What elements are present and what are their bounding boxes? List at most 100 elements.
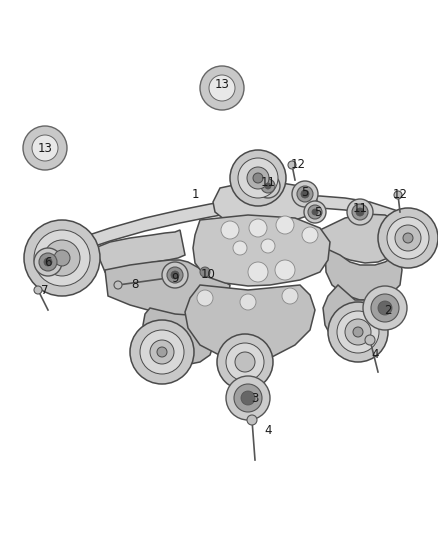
Circle shape [345, 319, 371, 345]
Polygon shape [105, 260, 230, 315]
Circle shape [292, 181, 318, 207]
Circle shape [261, 179, 275, 193]
Circle shape [34, 248, 62, 276]
Circle shape [304, 201, 326, 223]
Text: 12: 12 [290, 158, 305, 172]
Circle shape [337, 311, 379, 353]
Text: 3: 3 [251, 392, 259, 405]
Text: 2: 2 [384, 303, 392, 317]
Text: 6: 6 [44, 255, 52, 269]
Circle shape [297, 186, 313, 202]
Circle shape [24, 220, 100, 296]
Text: 5: 5 [314, 206, 321, 219]
Circle shape [200, 267, 210, 277]
Polygon shape [55, 200, 248, 263]
Text: 4: 4 [371, 349, 379, 361]
Circle shape [261, 239, 275, 253]
Text: 11: 11 [261, 176, 276, 190]
Polygon shape [248, 196, 415, 232]
Circle shape [353, 327, 363, 337]
Circle shape [275, 260, 295, 280]
Circle shape [226, 376, 270, 420]
Circle shape [387, 217, 429, 259]
Circle shape [217, 334, 273, 390]
Circle shape [234, 384, 262, 412]
Circle shape [171, 271, 179, 279]
Circle shape [238, 158, 278, 198]
Circle shape [157, 347, 167, 357]
Text: 7: 7 [41, 284, 49, 296]
Circle shape [34, 286, 42, 294]
Circle shape [403, 233, 413, 243]
Circle shape [394, 191, 402, 199]
Circle shape [200, 66, 244, 110]
Circle shape [301, 190, 309, 198]
Circle shape [249, 219, 267, 237]
Circle shape [265, 183, 271, 189]
Circle shape [347, 199, 373, 225]
Circle shape [39, 253, 57, 271]
Circle shape [140, 330, 184, 374]
Text: 13: 13 [38, 141, 53, 155]
Polygon shape [55, 238, 80, 280]
Circle shape [235, 352, 255, 372]
Circle shape [221, 221, 239, 239]
Polygon shape [396, 218, 418, 258]
Circle shape [34, 230, 90, 286]
Circle shape [253, 173, 263, 183]
Polygon shape [213, 182, 318, 224]
Circle shape [240, 294, 256, 310]
Circle shape [197, 290, 213, 306]
Circle shape [54, 250, 70, 266]
Circle shape [378, 301, 392, 315]
Text: 9: 9 [171, 271, 179, 285]
Text: 13: 13 [215, 78, 230, 92]
Circle shape [230, 150, 286, 206]
Polygon shape [323, 285, 390, 348]
Polygon shape [325, 248, 402, 300]
Circle shape [356, 208, 364, 216]
Circle shape [44, 240, 80, 276]
Circle shape [352, 204, 368, 220]
Text: 8: 8 [131, 279, 139, 292]
Circle shape [150, 340, 174, 364]
Circle shape [130, 320, 194, 384]
Circle shape [226, 343, 264, 381]
Polygon shape [193, 215, 330, 286]
Circle shape [32, 135, 58, 161]
Text: 1: 1 [191, 189, 199, 201]
Circle shape [378, 208, 438, 268]
Polygon shape [185, 285, 315, 362]
Circle shape [371, 294, 399, 322]
Circle shape [282, 288, 298, 304]
Circle shape [308, 205, 322, 219]
Circle shape [162, 262, 188, 288]
Text: 12: 12 [392, 189, 407, 201]
Circle shape [167, 267, 183, 283]
Circle shape [328, 302, 388, 362]
Circle shape [247, 415, 257, 425]
Circle shape [302, 227, 318, 243]
Polygon shape [320, 214, 400, 263]
Circle shape [276, 216, 294, 234]
Circle shape [365, 335, 375, 345]
Text: 5: 5 [301, 185, 309, 198]
Circle shape [44, 258, 52, 266]
Text: 4: 4 [264, 424, 272, 437]
Circle shape [241, 391, 255, 405]
Circle shape [288, 161, 296, 169]
Circle shape [209, 75, 235, 101]
Polygon shape [143, 308, 215, 365]
Circle shape [247, 167, 269, 189]
Circle shape [256, 174, 280, 198]
Polygon shape [95, 230, 185, 272]
Circle shape [248, 262, 268, 282]
Circle shape [233, 241, 247, 255]
Circle shape [23, 126, 67, 170]
Circle shape [114, 281, 122, 289]
Circle shape [395, 225, 421, 251]
Circle shape [312, 209, 318, 215]
Text: 11: 11 [353, 201, 367, 214]
Circle shape [363, 286, 407, 330]
Text: 10: 10 [201, 268, 215, 280]
